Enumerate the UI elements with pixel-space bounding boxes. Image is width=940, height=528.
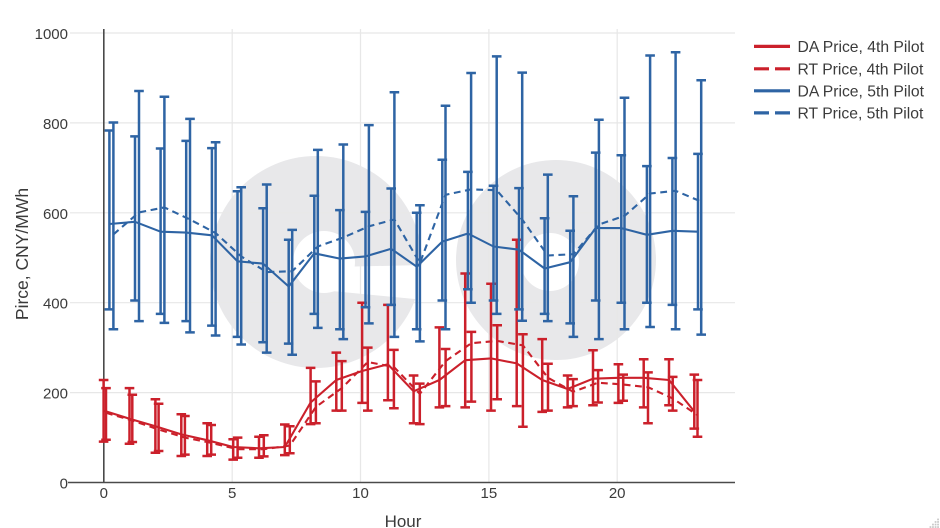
svg-text:600: 600 [43, 206, 68, 223]
svg-text:0: 0 [60, 476, 68, 493]
svg-text:0: 0 [100, 485, 108, 502]
svg-text:800: 800 [43, 116, 68, 133]
svg-text:20: 20 [609, 485, 626, 502]
svg-text:Hour: Hour [385, 512, 422, 528]
svg-text:RT Price, 5th Pilot: RT Price, 5th Pilot [798, 106, 924, 123]
svg-text:200: 200 [43, 386, 68, 403]
svg-text:5: 5 [228, 485, 236, 502]
svg-text:10: 10 [352, 485, 369, 502]
svg-text:DA Price, 5th Pilot: DA Price, 5th Pilot [798, 83, 925, 100]
svg-text:1000: 1000 [35, 26, 68, 43]
svg-text:15: 15 [481, 485, 498, 502]
svg-text:400: 400 [43, 296, 68, 313]
svg-text:DA Price, 4th Pilot: DA Price, 4th Pilot [798, 39, 925, 56]
svg-text:Pirce, CNY/MWh: Pirce, CNY/MWh [12, 188, 32, 320]
svg-text:RT Price, 4th Pilot: RT Price, 4th Pilot [798, 61, 924, 78]
